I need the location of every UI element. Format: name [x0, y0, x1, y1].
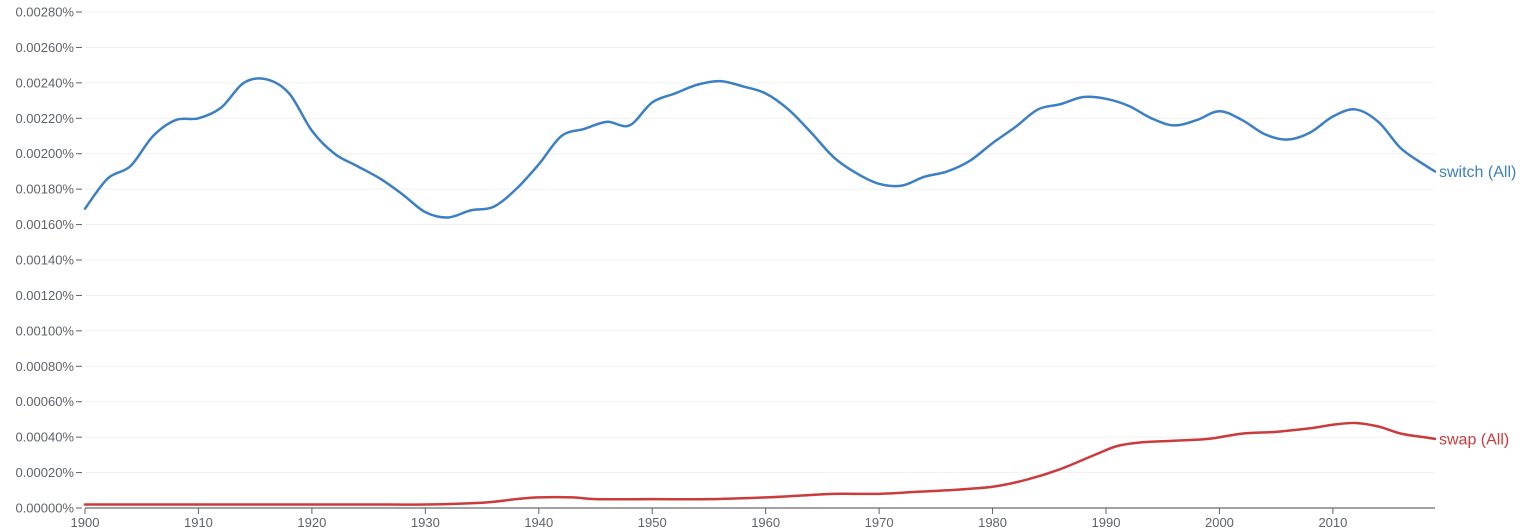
y-tick-label: 0.00240%: [15, 75, 74, 90]
x-tick-label: 2000: [1205, 515, 1234, 530]
x-tick-label: 1930: [411, 515, 440, 530]
y-tick-label: 0.00060%: [15, 394, 74, 409]
y-tick-label: 0.00140%: [15, 253, 74, 268]
series-label-swap-all: swap (All): [1439, 431, 1509, 448]
x-tick-label: 1970: [865, 515, 894, 530]
x-tick-label: 1980: [978, 515, 1007, 530]
y-tick-label: 0.00220%: [15, 111, 74, 126]
x-tick-label: 1940: [524, 515, 553, 530]
series-line-switch-all: [83, 77, 1437, 219]
y-tick-label: 0.00260%: [15, 40, 74, 55]
y-tick-label: 0.00160%: [15, 217, 74, 232]
x-tick-label: 1910: [184, 515, 213, 530]
y-tick-label: 0.00080%: [15, 359, 74, 374]
y-axis: 0.00000% 0.00020% 0.00040% 0.00060% 0.00080%…: [15, 5, 82, 516]
y-tick-label: 0.00000%: [15, 501, 74, 516]
x-tick-label: 1960: [751, 515, 780, 530]
gridlines: [85, 11, 1435, 474]
y-tick-label: 0.00200%: [15, 146, 74, 161]
y-tick-label: 0.00020%: [15, 465, 74, 480]
x-axis: 1900 1910 1920 1930 1940 1950 1960 1970 1980 1990…: [71, 507, 1435, 530]
series-labels: switch (All) swap (All): [1439, 164, 1516, 448]
series-line-swap-all: [83, 421, 1437, 506]
y-tick-label: 0.00280%: [15, 5, 74, 20]
x-tick-label: 1950: [638, 515, 667, 530]
y-tick-label: 0.00120%: [15, 288, 74, 303]
y-tick-label: 0.00040%: [15, 430, 74, 445]
y-tick-label: 0.00180%: [15, 182, 74, 197]
x-tick-label: 1900: [71, 515, 100, 530]
series-lines: [83, 77, 1437, 506]
x-tick-label: 2010: [1318, 515, 1347, 530]
x-tick-label: 1920: [297, 515, 326, 530]
x-tick-label: 1990: [1092, 515, 1121, 530]
y-tick-label: 0.00100%: [15, 323, 74, 338]
series-label-switch-all: switch (All): [1439, 164, 1516, 181]
